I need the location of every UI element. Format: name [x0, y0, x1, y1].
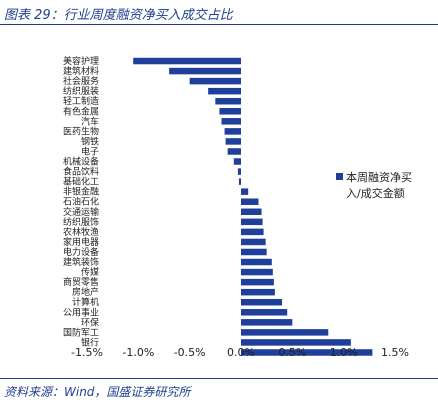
x-tick-label: 0.0% [227, 346, 255, 359]
category-label: 非银金融 [63, 186, 99, 198]
bar [241, 218, 263, 226]
category-label: 汽车 [81, 115, 99, 127]
category-label: 国防军工 [63, 326, 99, 338]
bar [241, 268, 273, 276]
legend-swatch [336, 173, 343, 180]
x-tick-label: -0.5% [174, 346, 206, 359]
category-label: 家用电器 [63, 236, 99, 248]
x-tick-label: 0.5% [278, 346, 306, 359]
category-label: 石油石化 [63, 196, 99, 208]
category-label: 电子 [81, 145, 99, 157]
legend: 本周融资净买 入/成交金额 [336, 170, 412, 200]
bar [241, 238, 266, 246]
category-label: 房地产 [72, 286, 99, 298]
bar [238, 178, 241, 185]
bar [169, 67, 241, 75]
category-label: 轻工制造 [63, 95, 99, 107]
bar [133, 57, 241, 65]
category-labels: 美容护理建筑材料社会服务纺织服装轻工制造有色金属汽车医药生物钢铁电子机械设备食品… [63, 55, 99, 348]
bar [227, 148, 241, 155]
bar [241, 309, 288, 316]
bar [241, 248, 267, 256]
category-label: 银行 [81, 336, 99, 348]
bar [221, 118, 241, 125]
category-label: 公用事业 [63, 306, 99, 318]
bar [241, 329, 329, 336]
bar [241, 258, 272, 266]
x-axis-ticks: -1.5% -1.0% -0.5% 0.0% 0.5% 1.0% 1.5% [71, 346, 409, 359]
bar [241, 278, 274, 286]
category-label: 商贸零售 [63, 276, 99, 288]
bar [241, 188, 249, 195]
x-tick-label: -1.0% [122, 346, 154, 359]
bar [224, 128, 241, 135]
bar [225, 138, 241, 145]
chart-title: 图表 29：行业周度融资净买入成交占比 [4, 8, 233, 23]
category-label: 钢铁 [81, 135, 99, 147]
category-label: 建筑材料 [63, 65, 99, 77]
bar [241, 208, 262, 216]
bar [241, 319, 293, 326]
bar [208, 87, 241, 95]
category-label: 交通运输 [63, 206, 99, 218]
category-label: 纺织服装 [63, 85, 99, 97]
x-tick-label: -1.5% [71, 346, 103, 359]
bars-group [133, 57, 373, 356]
category-label: 环保 [81, 316, 99, 328]
category-label: 农林牧渔 [63, 226, 99, 238]
x-tick-label: 1.5% [381, 346, 409, 359]
category-label: 社会服务 [63, 75, 99, 87]
bar [237, 168, 241, 175]
x-tick-label: 1.0% [330, 346, 358, 359]
category-label: 医药生物 [63, 125, 99, 137]
legend-label-line2: 入/成交金额 [346, 186, 405, 200]
bar [241, 339, 351, 346]
bar [241, 198, 259, 205]
bar [215, 97, 241, 105]
source-rule [0, 378, 438, 379]
category-label: 机械设备 [63, 156, 99, 168]
category-label: 建筑装饰 [63, 256, 99, 268]
source-note: 资料来源：Wind，国盛证券研究所 [4, 385, 191, 399]
category-label: 计算机 [72, 296, 99, 308]
bar [241, 228, 264, 236]
bar [241, 288, 275, 296]
category-label: 纺织服饰 [63, 216, 99, 228]
category-label: 基础化工 [63, 176, 99, 188]
category-label: 电力设备 [63, 246, 99, 258]
bar [219, 108, 241, 115]
category-label: 传媒 [81, 266, 99, 278]
legend-label-line1: 本周融资净买 [346, 170, 412, 184]
bar-chart: 美容护理建筑材料社会服务纺织服装轻工制造有色金属汽车医药生物钢铁电子机械设备食品… [63, 55, 412, 359]
title-rule [0, 24, 438, 25]
bar [233, 158, 241, 165]
category-label: 食品饮料 [63, 166, 99, 178]
bar [189, 77, 241, 85]
category-label: 有色金属 [63, 105, 99, 117]
category-label: 美容护理 [63, 55, 99, 67]
bar [241, 349, 373, 356]
bar [241, 298, 283, 306]
